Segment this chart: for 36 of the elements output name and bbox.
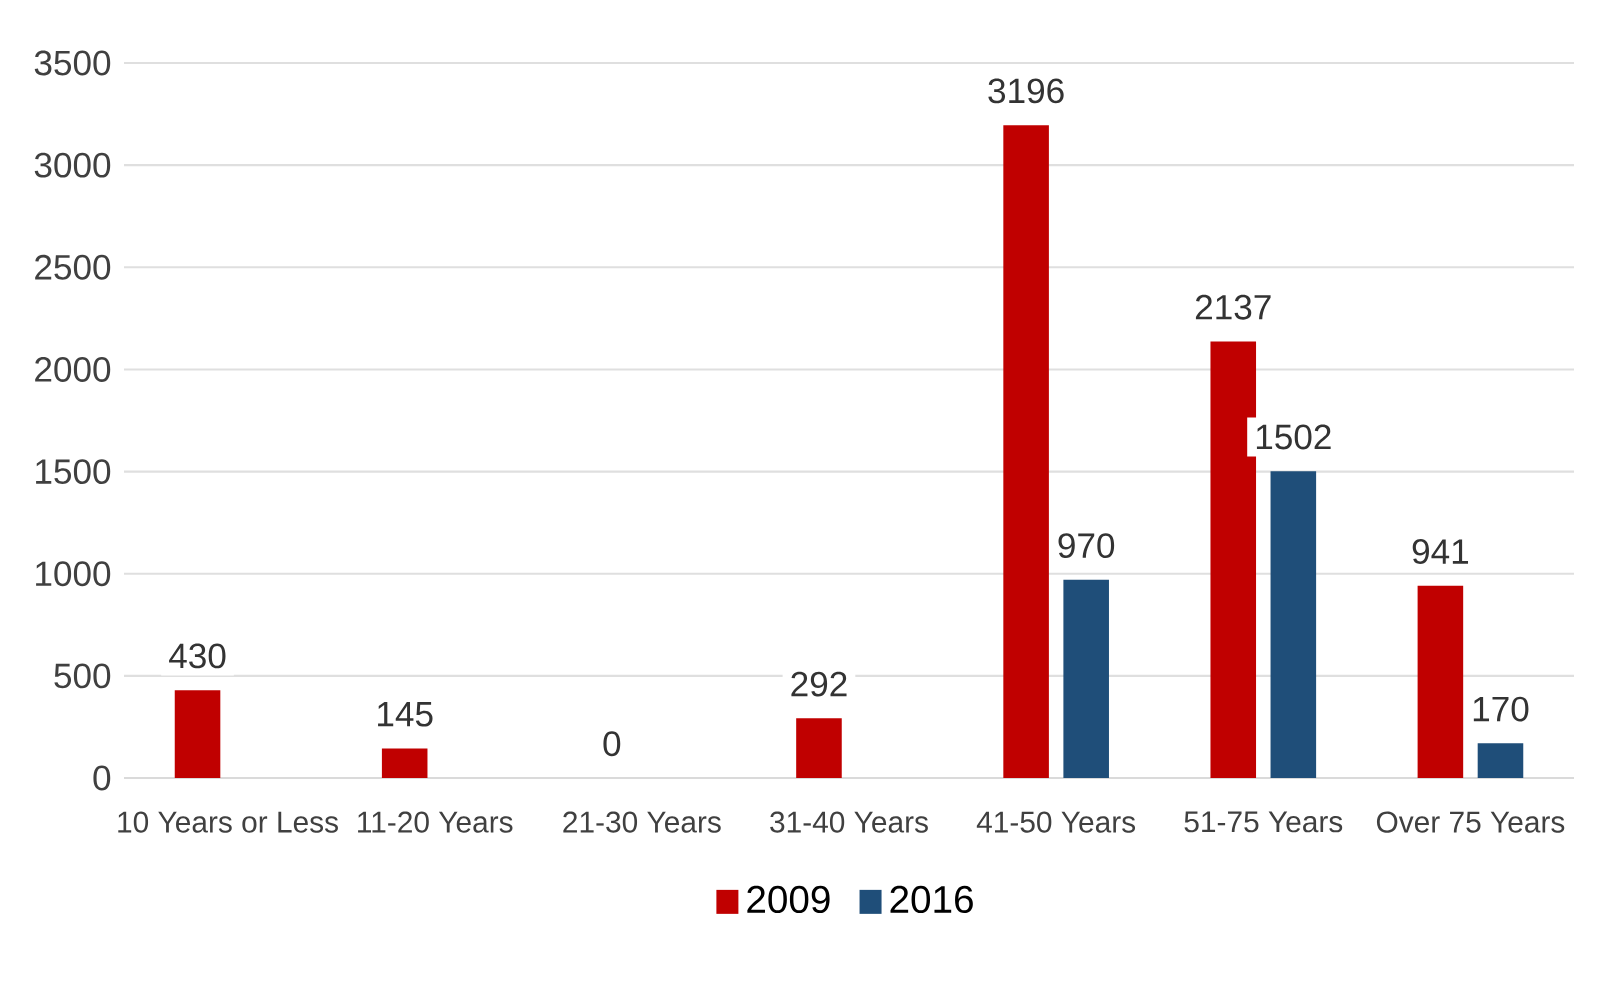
data-label: 1502: [1256, 424, 1331, 450]
y-tick-label: 1000: [36, 561, 111, 587]
data-label: 0: [603, 731, 621, 757]
bar: [381, 748, 428, 779]
x-tick-label: 10 Years or Less: [118, 811, 338, 833]
bar: [796, 718, 842, 779]
data-label: 970: [1058, 533, 1115, 559]
data-label: 145: [378, 702, 433, 727]
y-tick-label: 2500: [35, 254, 111, 280]
data-label: 941: [1412, 539, 1469, 564]
x-tick-label: 31-40 Years: [770, 811, 928, 833]
y-tick-label: 0: [93, 765, 111, 791]
data-label: 292: [791, 671, 847, 697]
legend-label: 2009: [747, 885, 830, 914]
bar: [1417, 585, 1464, 779]
bar: [1210, 341, 1257, 779]
x-tick-label: 11-20 Years: [358, 811, 513, 833]
x-tick-label: 21-30 Years: [563, 811, 721, 833]
x-tick-label: 41-50 Years: [976, 811, 1136, 833]
y-tick-label: 1500: [36, 459, 111, 485]
x-tick-label: Over 75 Years: [1376, 811, 1565, 833]
data-label: 170: [1473, 696, 1529, 722]
x-tick-label: 51-75 Years: [1184, 811, 1343, 833]
y-tick-label: 2000: [35, 357, 111, 382]
y-tick-label: 3500: [34, 50, 111, 76]
bar: [1477, 743, 1524, 779]
bar: [1270, 471, 1317, 779]
y-tick-label: 500: [54, 663, 111, 689]
data-label: 2137: [1195, 294, 1271, 320]
bar: [1003, 125, 1049, 779]
data-label: 430: [169, 643, 226, 669]
legend-label: 2016: [890, 885, 973, 914]
y-tick-label: 3000: [34, 152, 111, 178]
bar: [1063, 579, 1109, 779]
data-label: 3196: [988, 78, 1064, 104]
bar: [174, 690, 221, 779]
